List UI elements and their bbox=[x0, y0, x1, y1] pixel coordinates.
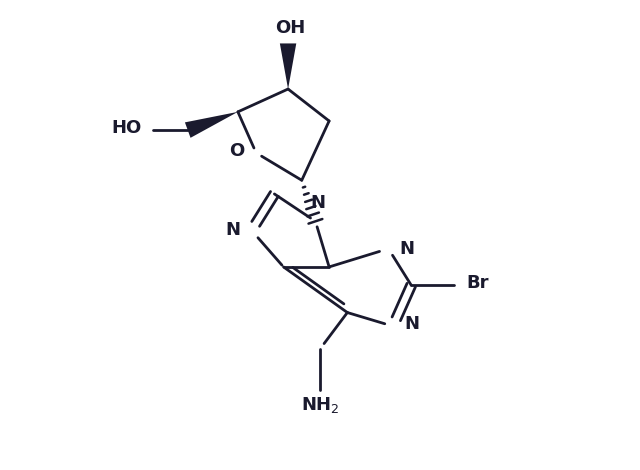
Text: Br: Br bbox=[466, 274, 488, 292]
Text: N: N bbox=[310, 194, 325, 212]
Text: HO: HO bbox=[112, 119, 142, 137]
Text: N: N bbox=[404, 315, 419, 333]
Polygon shape bbox=[280, 43, 296, 89]
Text: NH$_2$: NH$_2$ bbox=[301, 395, 339, 415]
Text: OH: OH bbox=[275, 19, 305, 37]
Text: O: O bbox=[230, 141, 244, 160]
Text: N: N bbox=[400, 240, 415, 258]
Polygon shape bbox=[185, 112, 238, 138]
Text: N: N bbox=[225, 221, 240, 239]
